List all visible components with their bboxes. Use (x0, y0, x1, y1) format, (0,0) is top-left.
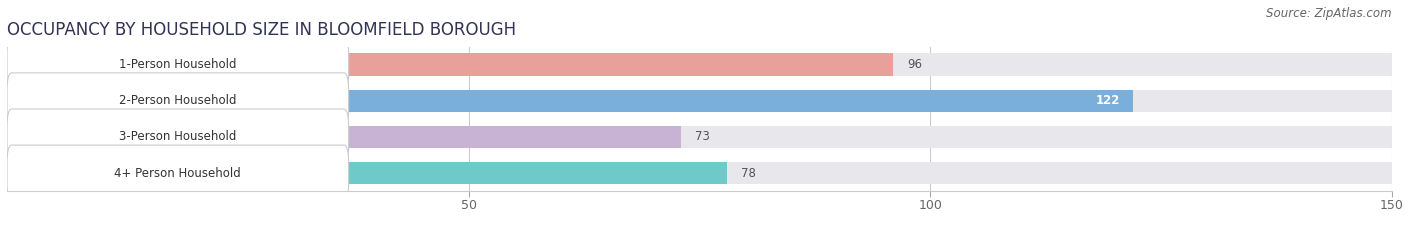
Text: Source: ZipAtlas.com: Source: ZipAtlas.com (1267, 7, 1392, 20)
Text: 3-Person Household: 3-Person Household (120, 130, 236, 143)
Text: 1-Person Household: 1-Person Household (120, 58, 236, 71)
Bar (7, 53, 1392, 76)
Text: 96: 96 (907, 58, 922, 71)
Bar (7, 89, 1392, 112)
Text: 2-Person Household: 2-Person Household (120, 94, 236, 107)
Bar (7, 162, 1392, 184)
FancyBboxPatch shape (7, 37, 349, 93)
FancyBboxPatch shape (7, 73, 349, 129)
Text: 78: 78 (741, 167, 756, 179)
Text: 73: 73 (695, 130, 710, 143)
Bar (7, 89, 1133, 112)
FancyBboxPatch shape (7, 109, 349, 165)
Text: OCCUPANCY BY HOUSEHOLD SIZE IN BLOOMFIELD BOROUGH: OCCUPANCY BY HOUSEHOLD SIZE IN BLOOMFIEL… (7, 21, 516, 39)
Bar (7, 126, 1392, 148)
Text: 122: 122 (1095, 94, 1119, 107)
Bar (7, 162, 727, 184)
Bar (7, 126, 681, 148)
FancyBboxPatch shape (7, 145, 349, 201)
Bar (7, 53, 893, 76)
Text: 4+ Person Household: 4+ Person Household (114, 167, 242, 179)
